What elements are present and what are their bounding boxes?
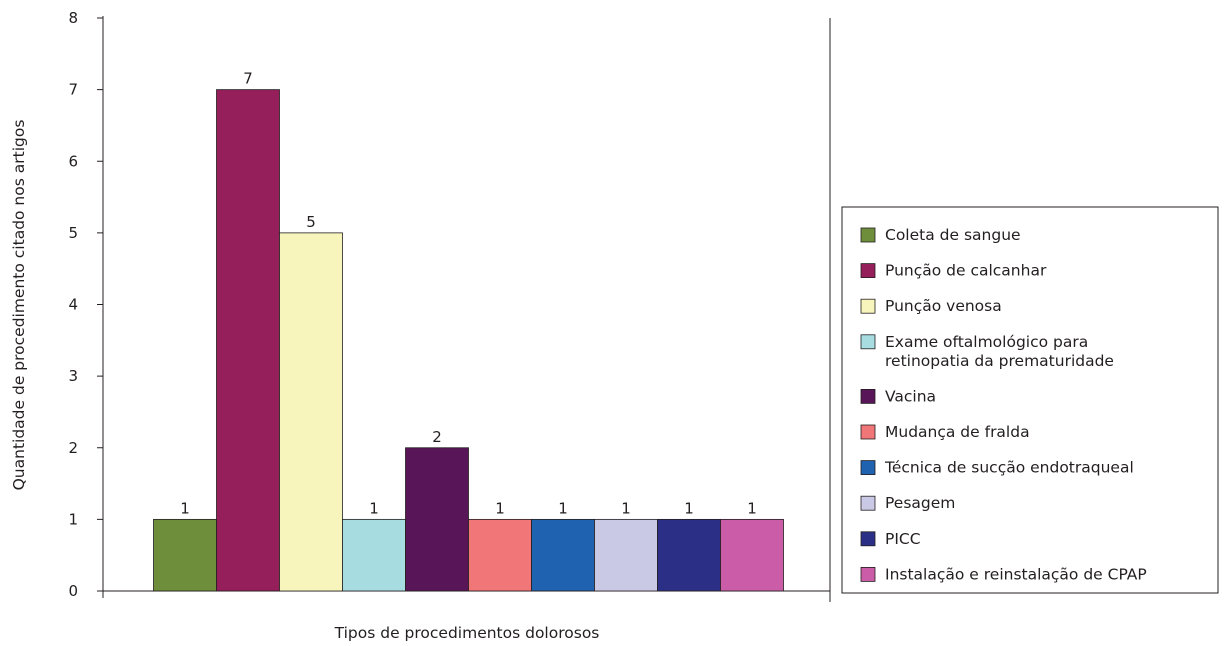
- bar-value-label: 1: [495, 499, 505, 517]
- legend-label: Técnica de sucção endotraqueal: [884, 459, 1134, 477]
- bar-value-label: 1: [558, 499, 568, 517]
- legend-label: Exame oftalmológico para: [885, 333, 1088, 351]
- bar: [468, 518, 532, 592]
- y-axis-title: Quantidade de procedimento citado nos ar…: [10, 120, 28, 491]
- legend-label: Pesagem: [885, 494, 955, 512]
- y-tick-label: 4: [68, 296, 78, 314]
- bar-value-label: 1: [621, 499, 631, 517]
- legend-label: retinopatia da prematuridade: [885, 352, 1114, 370]
- y-tick-label: 0: [68, 582, 78, 600]
- y-ticks: 0 1 2 3 4 5 6 7 8: [68, 9, 103, 600]
- legend-swatch: [860, 567, 876, 582]
- bar: [153, 518, 217, 592]
- legend-swatch: [860, 460, 876, 476]
- legend-swatch: [860, 424, 876, 440]
- bar: [216, 89, 280, 592]
- y-tick-label: 8: [68, 9, 78, 27]
- legend-label: Punção venosa: [885, 297, 1002, 315]
- bars: [153, 89, 784, 592]
- bar-value-label: 7: [243, 70, 253, 88]
- y-tick-label: 3: [68, 367, 78, 385]
- legend-swatch: [860, 495, 876, 511]
- legend-label: Vacina: [885, 387, 936, 405]
- bar-value-label: 5: [306, 213, 316, 231]
- bar-value-label: 2: [432, 428, 442, 446]
- y-tick-label: 1: [68, 510, 78, 528]
- data-labels: 1 7 5 1 2 1 1 1 1 1: [180, 70, 757, 518]
- bar: [531, 518, 595, 592]
- legend-swatch: [860, 298, 876, 314]
- legend-label: PICC: [885, 530, 921, 548]
- bar: [720, 518, 784, 592]
- legend-swatch: [860, 388, 876, 404]
- bar: [279, 232, 343, 592]
- bar: [594, 518, 658, 592]
- legend-swatch: [860, 531, 876, 547]
- y-tick-label: 5: [68, 224, 78, 242]
- legend-label: Punção de calcanhar: [885, 262, 1047, 280]
- bar: [657, 518, 721, 592]
- legend-swatch: [860, 227, 876, 243]
- bar: [342, 518, 406, 592]
- bar: [405, 447, 469, 592]
- y-tick-label: 2: [68, 439, 78, 457]
- legend-label: Mudança de fralda: [885, 423, 1030, 441]
- bar-value-label: 1: [369, 499, 379, 517]
- bar-value-label: 1: [747, 499, 757, 517]
- bar-value-label: 1: [684, 499, 694, 517]
- legend-label: Instalação e reinstalação de CPAP: [885, 565, 1147, 583]
- legend-frame: [841, 206, 1219, 594]
- legend-swatch: [860, 334, 876, 350]
- legend-swatch: [860, 263, 876, 279]
- y-tick-label: 6: [68, 152, 78, 170]
- legend-label: Coleta de sangue: [885, 226, 1021, 244]
- bar-value-label: 1: [180, 499, 190, 517]
- y-tick-label: 7: [68, 81, 78, 99]
- legend: Coleta de sangue Punção de calcanhar Punçã…: [841, 206, 1219, 594]
- x-axis-title: Tipos de procedimentos dolorosos: [334, 624, 600, 642]
- legend-items: Coleta de sangue Punção de calcanhar Punçã…: [860, 226, 1147, 583]
